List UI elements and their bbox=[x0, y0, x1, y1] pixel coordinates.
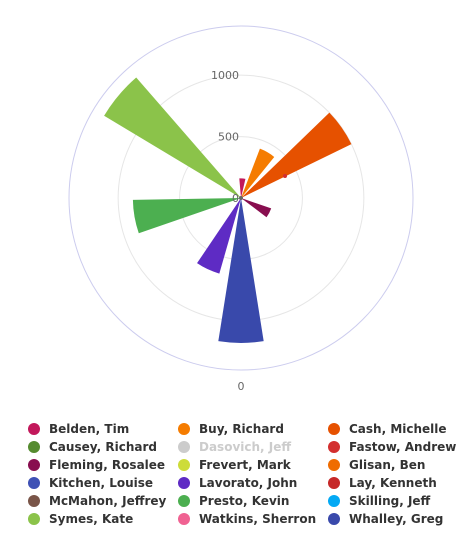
radial-tick-label: 1000 bbox=[211, 69, 239, 82]
legend-dot-icon bbox=[178, 441, 190, 453]
legend-label: Fastow, Andrew bbox=[349, 440, 457, 454]
legend-label: Watkins, Sherron bbox=[199, 512, 317, 526]
legend-dot-icon bbox=[28, 441, 40, 453]
legend-item-belden-tim[interactable]: Belden, Tim bbox=[28, 420, 129, 438]
legend-dot-icon bbox=[28, 495, 40, 507]
legend-dot-icon bbox=[178, 459, 190, 471]
bar-belden-tim[interactable] bbox=[239, 178, 246, 198]
legend-item-presto-kevin[interactable]: Presto, Kevin bbox=[178, 492, 289, 510]
legend-dot-icon bbox=[328, 513, 340, 525]
bar-presto-kevin[interactable] bbox=[132, 198, 241, 234]
legend-item-kitchen-louise[interactable]: Kitchen, Louise bbox=[28, 474, 153, 492]
tick-labels: 0 500 1000 0 bbox=[211, 69, 245, 393]
legend-dot-icon bbox=[328, 423, 340, 435]
legend-item-lavorato-john[interactable]: Lavorato, John bbox=[178, 474, 297, 492]
legend-label: Causey, Richard bbox=[49, 440, 157, 454]
legend-dot-icon bbox=[328, 459, 340, 471]
legend-label: Kitchen, Louise bbox=[49, 476, 154, 490]
legend-dot-icon bbox=[28, 423, 40, 435]
bars-layer bbox=[104, 77, 352, 343]
legend-item-skilling-jeff[interactable]: Skilling, Jeff bbox=[328, 492, 430, 510]
legend-label: Dasovich, Jeff bbox=[199, 440, 292, 454]
legend-dot-icon bbox=[28, 513, 40, 525]
legend-item-glisan-ben[interactable]: Glisan, Ben bbox=[328, 456, 425, 474]
legend-item-whalley-greg[interactable]: Whalley, Greg bbox=[328, 510, 443, 528]
legend-item-fastow-andrew[interactable]: Fastow, Andrew bbox=[328, 438, 456, 456]
legend-item-fleming-rosalee[interactable]: Fleming, Rosalee bbox=[28, 456, 165, 474]
legend-dot-icon bbox=[328, 441, 340, 453]
legend-label: Glisan, Ben bbox=[349, 458, 426, 472]
legend-dot-icon bbox=[28, 477, 40, 489]
legend-dot-icon bbox=[178, 477, 190, 489]
legend-item-symes-kate[interactable]: Symes, Kate bbox=[28, 510, 133, 528]
legend-label: Presto, Kevin bbox=[199, 494, 290, 508]
legend-dot-icon bbox=[178, 495, 190, 507]
legend-label: Belden, Tim bbox=[49, 422, 130, 436]
outer-ring bbox=[68, 25, 414, 371]
legend-item-lay-kenneth[interactable]: Lay, Kenneth bbox=[328, 474, 437, 492]
legend-label: Whalley, Greg bbox=[349, 512, 444, 526]
bar-buy-richard[interactable] bbox=[241, 148, 275, 198]
bar-cash-michelle[interactable] bbox=[241, 112, 352, 198]
legend-item-cash-michelle[interactable]: Cash, Michelle bbox=[328, 420, 447, 438]
bar-fleming-rosalee[interactable] bbox=[241, 198, 272, 218]
legend-label: Frevert, Mark bbox=[199, 458, 291, 472]
legend-item-frevert-mark[interactable]: Frevert, Mark bbox=[178, 456, 291, 474]
legend-dot-icon bbox=[178, 423, 190, 435]
legend-label: Lay, Kenneth bbox=[349, 476, 437, 490]
legend-dot-icon bbox=[328, 495, 340, 507]
legend-label: Skilling, Jeff bbox=[349, 494, 431, 508]
legend-item-buy-richard[interactable]: Buy, Richard bbox=[178, 420, 284, 438]
legend-item-mcmahon-jeffrey[interactable]: McMahon, Jeffrey bbox=[28, 492, 166, 510]
legend-dot-icon bbox=[328, 477, 340, 489]
bar-symes-kate[interactable] bbox=[104, 77, 241, 198]
legend-label: Lavorato, John bbox=[199, 476, 298, 490]
legend-dot-icon bbox=[178, 513, 190, 525]
legend-label: Buy, Richard bbox=[199, 422, 284, 436]
radial-tick-label: 500 bbox=[218, 131, 239, 144]
legend-label: McMahon, Jeffrey bbox=[49, 494, 167, 508]
legend-item-watkins-sherron[interactable]: Watkins, Sherron bbox=[178, 510, 316, 528]
legend-label: Fleming, Rosalee bbox=[49, 458, 166, 472]
bar-lavorato-john[interactable] bbox=[197, 198, 241, 274]
radial-tick-label: 0 bbox=[232, 192, 239, 205]
center-marker bbox=[239, 196, 243, 200]
legend-label: Symes, Kate bbox=[49, 512, 134, 526]
legend-item-dasovich-jeff[interactable]: Dasovich, Jeff bbox=[178, 438, 291, 456]
polar-chart: 0 500 1000 0 bbox=[68, 25, 414, 393]
legend-item-causey-richard[interactable]: Causey, Richard bbox=[28, 438, 157, 456]
legend-label: Cash, Michelle bbox=[349, 422, 447, 436]
cash-michelle-point bbox=[283, 174, 287, 178]
bar-whalley-greg[interactable] bbox=[218, 198, 264, 343]
legend-dot-icon bbox=[28, 459, 40, 471]
angular-tick-label: 0 bbox=[238, 380, 245, 393]
